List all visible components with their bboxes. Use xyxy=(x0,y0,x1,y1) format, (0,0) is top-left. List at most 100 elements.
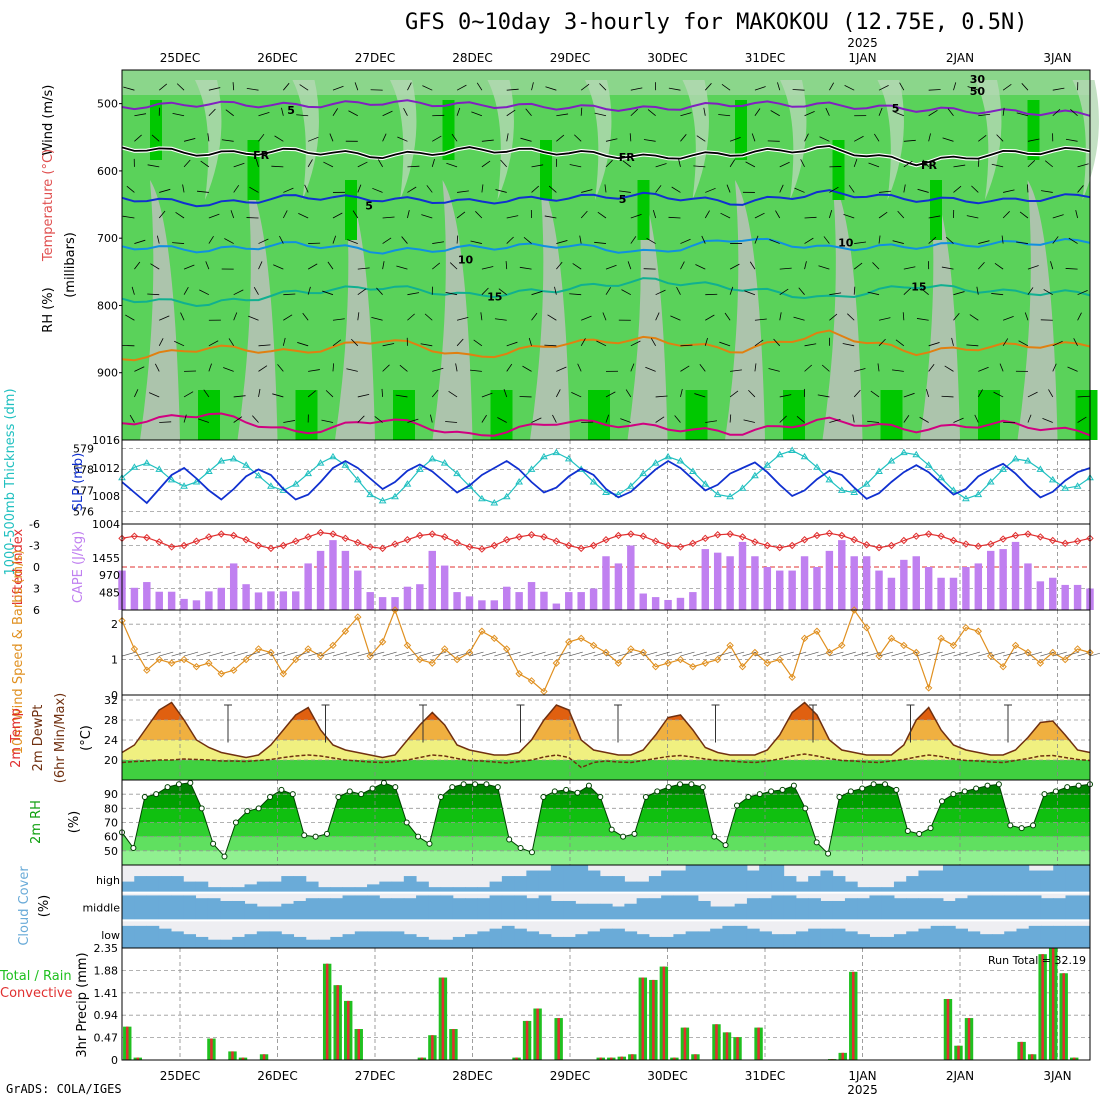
cloud-low-bar xyxy=(514,928,527,948)
wind10-barb xyxy=(183,651,199,657)
wind-barb xyxy=(556,113,569,117)
wind-barb xyxy=(730,369,742,372)
wind-barb xyxy=(749,261,756,270)
wind-barb xyxy=(129,414,135,423)
wind-barb xyxy=(481,287,489,295)
wind-barb xyxy=(630,213,642,219)
rh-point xyxy=(551,788,558,795)
cloud-low-bar xyxy=(906,931,919,948)
wind-barb xyxy=(1052,109,1061,117)
wind10-barb xyxy=(332,651,348,657)
cloud-low-bar xyxy=(428,939,442,948)
date-label-top: 27DEC xyxy=(355,51,395,65)
wind-barb xyxy=(991,163,1004,168)
cloud-middle-bar xyxy=(1077,895,1091,921)
thickness-point xyxy=(664,452,672,460)
thickness-point xyxy=(540,452,548,460)
cape-bar xyxy=(515,592,523,610)
wind-barb xyxy=(134,366,145,372)
cloud-middle-bar xyxy=(465,898,478,921)
wind10-point xyxy=(155,655,163,664)
thickness-point xyxy=(688,467,697,474)
lifted-index-point xyxy=(651,537,660,545)
cloud-high-bar xyxy=(893,881,907,893)
wind10-barb xyxy=(667,651,683,657)
cape-bar xyxy=(614,563,623,610)
cape-bar xyxy=(304,563,312,610)
cloud-middle-bar xyxy=(232,900,246,921)
wind-barb xyxy=(277,364,284,372)
thickness-point xyxy=(899,448,908,456)
cloud-high-bar xyxy=(1077,865,1091,893)
wind-barb xyxy=(547,314,557,321)
cloud-middle-bar xyxy=(379,898,393,921)
wind-barb xyxy=(1019,211,1029,219)
wind-barb xyxy=(407,82,412,91)
cape-bar xyxy=(589,588,598,610)
lifted-index-point xyxy=(1011,531,1020,540)
wind-barb xyxy=(528,337,532,346)
rh-point xyxy=(870,781,877,788)
rh-point xyxy=(916,830,923,837)
rh-band xyxy=(122,782,1090,795)
rh-point xyxy=(654,788,661,795)
cloud-low-bar xyxy=(991,934,1005,948)
wind10-point xyxy=(428,659,436,667)
cloud-high-bar xyxy=(146,876,160,893)
wind-barb xyxy=(867,291,880,296)
wind-barb xyxy=(967,86,979,91)
thickness-point xyxy=(713,490,722,498)
wind10-barb xyxy=(481,651,496,657)
chart-title: GFS 0~10day 3-hourly for MAKOKOU (12.75E… xyxy=(405,10,1028,35)
wind-barb xyxy=(668,216,681,219)
wind-barb xyxy=(183,138,196,142)
cloud-high-bar xyxy=(991,865,1005,893)
wind10-barb xyxy=(792,651,807,657)
rh-point xyxy=(187,779,194,786)
wind-barb xyxy=(878,190,891,193)
precip-convective-bar xyxy=(757,1027,760,1060)
wind-barb xyxy=(172,242,185,244)
wind-barb xyxy=(572,263,582,270)
wind-barb xyxy=(878,85,889,91)
precip-convective-bar xyxy=(536,1008,539,1060)
wind-barb xyxy=(630,108,638,117)
rh-point xyxy=(882,781,889,788)
wind-barb xyxy=(724,312,731,321)
wind-barb xyxy=(1065,138,1078,142)
cloud-high-bar xyxy=(244,884,258,893)
rh-dry-region xyxy=(920,180,960,440)
wind-barb xyxy=(751,133,756,142)
wind-barb xyxy=(159,188,171,193)
thickness-point xyxy=(478,494,486,502)
ylabel-rh: RH (%) xyxy=(41,287,56,332)
wind-barb xyxy=(1001,235,1004,244)
wind10-barb xyxy=(655,651,670,657)
wind-barb xyxy=(917,188,929,193)
wind-barb xyxy=(134,239,146,244)
ylabel-wind10: 10m Wind Speed & Barbs (m/s) xyxy=(11,550,26,755)
thickness-point xyxy=(180,482,188,489)
rh-point xyxy=(973,785,980,792)
wind-barb xyxy=(605,264,617,270)
wind-barb xyxy=(597,211,607,219)
wind-barb xyxy=(208,87,221,91)
wind-barb xyxy=(307,286,311,295)
cape-bar xyxy=(391,597,399,610)
rh-dry-region xyxy=(530,180,570,440)
cloud-middle-bar xyxy=(661,895,674,921)
cloud-low-bar xyxy=(808,928,821,948)
wind-barb xyxy=(224,238,234,244)
temp-line xyxy=(121,701,1091,759)
thickness-point xyxy=(440,459,449,466)
rh-point xyxy=(631,830,638,837)
wind-barb xyxy=(1027,414,1032,423)
rh-humid-column xyxy=(345,180,357,240)
thickness-point xyxy=(204,467,213,474)
lifted-index-point xyxy=(217,530,225,538)
wind-barb xyxy=(605,414,610,423)
cape-bar xyxy=(217,587,226,610)
wind-barb xyxy=(729,263,740,270)
rh-point xyxy=(175,781,182,788)
wind-barb xyxy=(922,159,929,168)
